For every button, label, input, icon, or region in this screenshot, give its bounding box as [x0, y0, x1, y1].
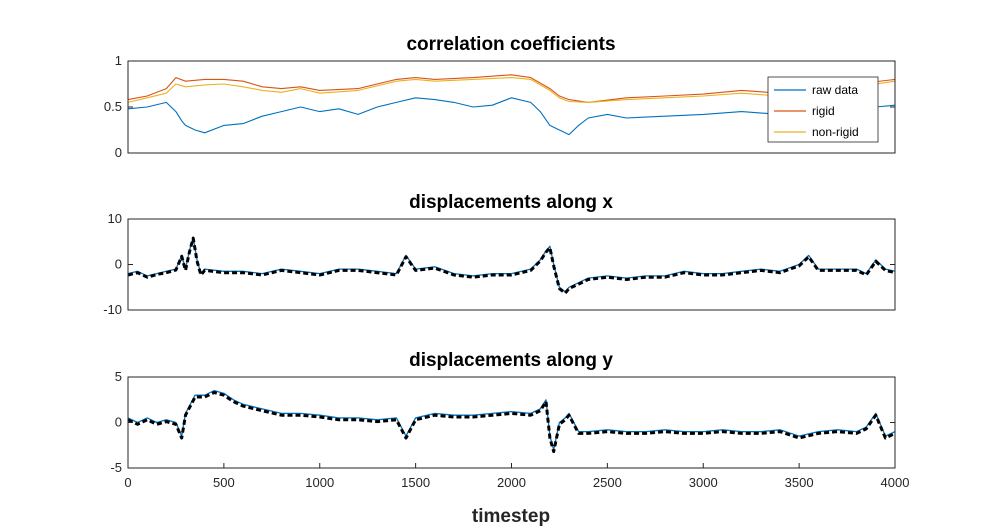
x-tick-label: 3000	[689, 475, 718, 490]
series-line-raw-data	[127, 97, 896, 136]
y-tick-label: 10	[108, 211, 122, 226]
series-layer	[127, 74, 896, 136]
axes-box	[127, 376, 896, 469]
plot-area	[128, 377, 895, 468]
x-tick-label: 500	[213, 475, 235, 490]
x-tick-label: 0	[124, 475, 131, 490]
x-tick-label: 2000	[497, 475, 526, 490]
x-tick-label: 1500	[401, 475, 430, 490]
x-displacement-panel: displacements along x -10 0 10	[103, 192, 896, 317]
panel-title: displacements along y	[409, 350, 613, 371]
x-ticks: 0 500 1000 1500 2000 2500 3000 3500 4000	[124, 463, 909, 490]
y-tick-label: 0	[115, 257, 122, 272]
x-tick-label: 1000	[305, 475, 334, 490]
y-displacement-panel: displacements along y -505 0 500 1000 1500 2…	[110, 350, 909, 490]
y-tick-label: 0	[115, 145, 122, 160]
series-layer	[127, 236, 896, 295]
axes-box	[127, 218, 896, 311]
legend: raw data rigid non-rigid	[767, 76, 879, 143]
y-tick-label: 5	[115, 369, 122, 384]
y-tick-label: -5	[110, 460, 122, 475]
x-tick-label: 3500	[785, 475, 814, 490]
y-tick-label: 0	[115, 415, 122, 430]
y-tick-label: -10	[103, 302, 122, 317]
plot-area	[128, 61, 895, 153]
correlation-panel: correlation coefficients 0 0.5 1 raw data …	[104, 34, 896, 160]
series-line-non-rigid	[127, 77, 896, 103]
y-tick-label: 0.5	[104, 99, 122, 114]
legend-label-rigid: rigid	[812, 104, 835, 118]
x-axis-label: timestep	[472, 506, 550, 527]
legend-label-raw: raw data	[812, 83, 858, 97]
series-line-non-rigid	[127, 391, 896, 454]
legend-label-nonrigid: non-rigid	[812, 125, 859, 139]
series-line-rigid	[127, 389, 896, 451]
x-tick-label: 4000	[881, 475, 910, 490]
series-line-non-rigid	[127, 236, 896, 295]
legend-box	[767, 76, 879, 143]
series-line-rigid	[127, 74, 896, 103]
y-tick-label: 1	[115, 53, 122, 68]
series-layer	[127, 389, 896, 454]
panel-title: correlation coefficients	[406, 34, 615, 55]
plot-area	[128, 219, 895, 310]
x-tick-label: 2500	[593, 475, 622, 490]
panel-title: displacements along x	[409, 192, 613, 213]
axes-box	[127, 60, 896, 154]
